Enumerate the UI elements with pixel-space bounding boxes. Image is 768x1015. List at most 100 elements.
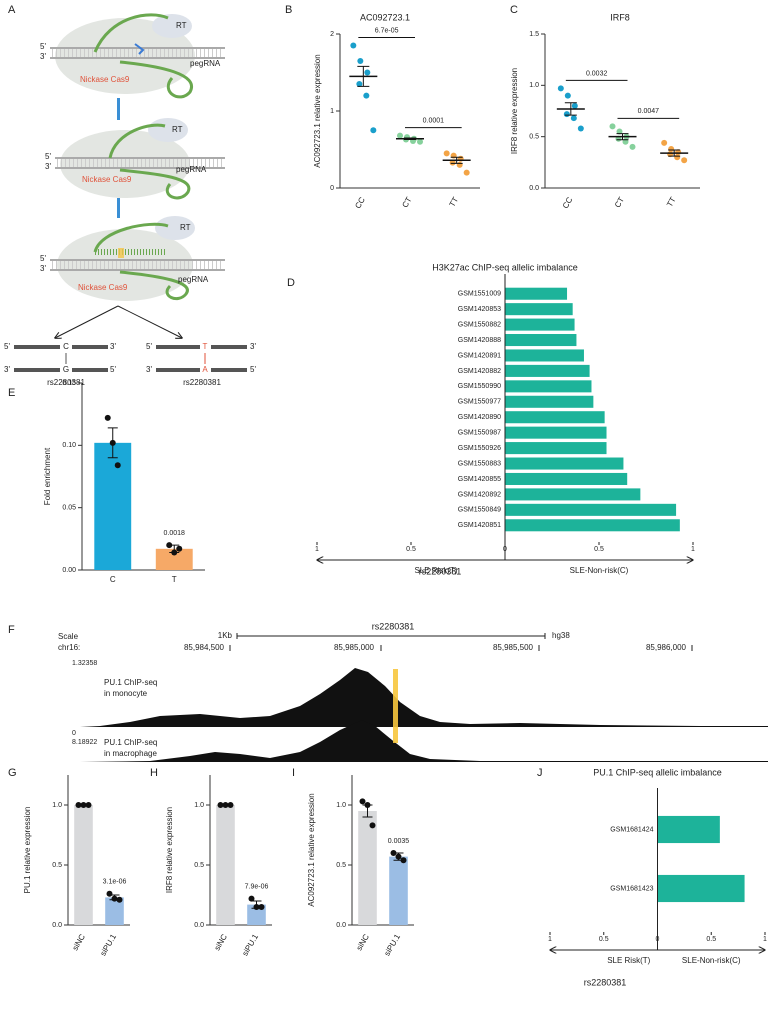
y-tick-label: GSM1420855 [458,476,501,483]
data-point [114,462,121,469]
bar [505,318,575,331]
chart-title: IRF8 [610,12,630,22]
panel-label: D [287,277,295,289]
data-point [80,802,87,808]
x-tick-label: 1 [315,546,319,553]
panel-label: C [510,4,518,16]
data-point [397,132,403,139]
bar [389,856,408,925]
y-tick-label: GSM1551009 [458,291,501,298]
bar [657,874,745,903]
data-point [629,143,636,150]
y-tick-label: 1.0 [194,802,204,809]
data-point [449,159,456,166]
prime-editing-stage: RT 5' 3' Nickase Cas9 pegRNA [40,13,225,99]
step-separator [117,198,120,218]
p-value: 0.0035 [388,838,410,845]
x-axis-label: rs2280381 [584,977,627,987]
y-tick-label: GSM1550926 [458,445,501,452]
bar [505,364,590,377]
cas9-label: Nickase Cas9 [80,75,130,84]
y-tick-label: GSM1681424 [610,826,653,833]
chart-title: PU.1 ChIP-seq allelic imbalance [593,767,722,777]
y-tick-label: GSM1550882 [458,321,501,328]
y-axis-label: AC092723.1 relative expression [313,54,322,167]
bar [105,897,124,925]
position-label: 85,986,000 [646,643,687,652]
pegrna-label: pegRNA [178,275,209,284]
data-point [104,414,111,421]
data-point [577,125,584,132]
position-label: 85,985,000 [334,643,375,652]
p-value: 0.0018 [164,530,186,537]
error-bar [616,133,629,141]
data-point [400,857,407,864]
y-tick-label: 0 [330,185,334,192]
x-tick-label: TT [448,195,461,208]
chrom-label: chr16: [58,643,80,652]
bar [94,442,132,570]
x-tick-label: 0 [503,546,507,553]
y-tick-label: GSM1420892 [458,491,501,498]
data-point [622,138,629,145]
y-tick-label: 2 [330,31,334,38]
data-point [350,42,357,49]
x-tick-label: 0.5 [599,936,609,943]
arrow [117,305,182,338]
strand-end: 3' [40,52,46,61]
x-tick-label: siPU.1 [382,932,402,957]
snp-highlight [393,669,398,743]
step-separator [117,98,120,120]
y-tick-label: 0.5 [52,862,62,869]
bar [657,815,720,844]
y-tick-label: 1.0 [336,802,346,809]
x-tick-label: siNC [71,932,88,952]
bar [505,488,641,501]
prime-editing-stage: RT 5' 3' Nickase Cas9 pegRNA [40,216,225,301]
data-point [616,128,623,135]
x-tick-label: 0.5 [594,546,604,553]
y-axis-label: Fold enrichment [43,447,52,505]
direction-label: SLE Risk(T) [607,956,650,965]
y-tick-label: GSM1420891 [458,352,501,359]
y-tick-label: GSM1420882 [458,368,501,375]
x-tick-label: TT [665,195,678,208]
strand-end: 5' [45,152,51,161]
x-tick-label: 0.5 [706,936,716,943]
bar [505,380,592,393]
bar [74,805,93,925]
x-tick-label: CT [400,195,413,209]
panel-label: E [8,387,15,399]
data-point [390,850,397,856]
y-tick-label: 1 [330,108,334,115]
track-max: 1.32358 [72,660,97,667]
y-tick-label: GSM1550849 [458,507,501,514]
y-tick-label: GSM1550987 [458,430,501,437]
x-tick-label: CT [613,195,626,209]
direction-label: SLE Risk(T) [414,566,457,575]
y-tick-label: GSM1420890 [458,414,501,421]
y-axis-label: AC092723.1 relative expression [307,793,316,906]
bar [505,426,607,439]
bar [505,349,584,362]
y-tick-label: 1.0 [52,802,62,809]
x-tick-label: siPU.1 [240,932,260,957]
y-tick-label: 0.05 [62,505,76,512]
base: G [63,365,69,374]
bar [505,303,573,316]
p-value: 0.0032 [586,70,608,77]
y-axis-label: IRF8 relative expression [510,68,519,154]
allele-alt: 5' T 3' 3' A 5' rs2280381 [146,342,256,387]
base: C [63,342,69,351]
panel-label: A [8,4,16,16]
y-tick-label: 0.5 [529,134,539,141]
p-value: 6.7e-05 [375,27,399,34]
y-tick-label: GSM1420888 [458,337,501,344]
x-tick-label: 1 [548,936,552,943]
error-bar [564,102,577,116]
panel-label: F [8,624,15,636]
cas9-label: Nickase Cas9 [78,283,128,292]
strand-end: 5' [250,365,256,374]
data-point [116,896,123,903]
